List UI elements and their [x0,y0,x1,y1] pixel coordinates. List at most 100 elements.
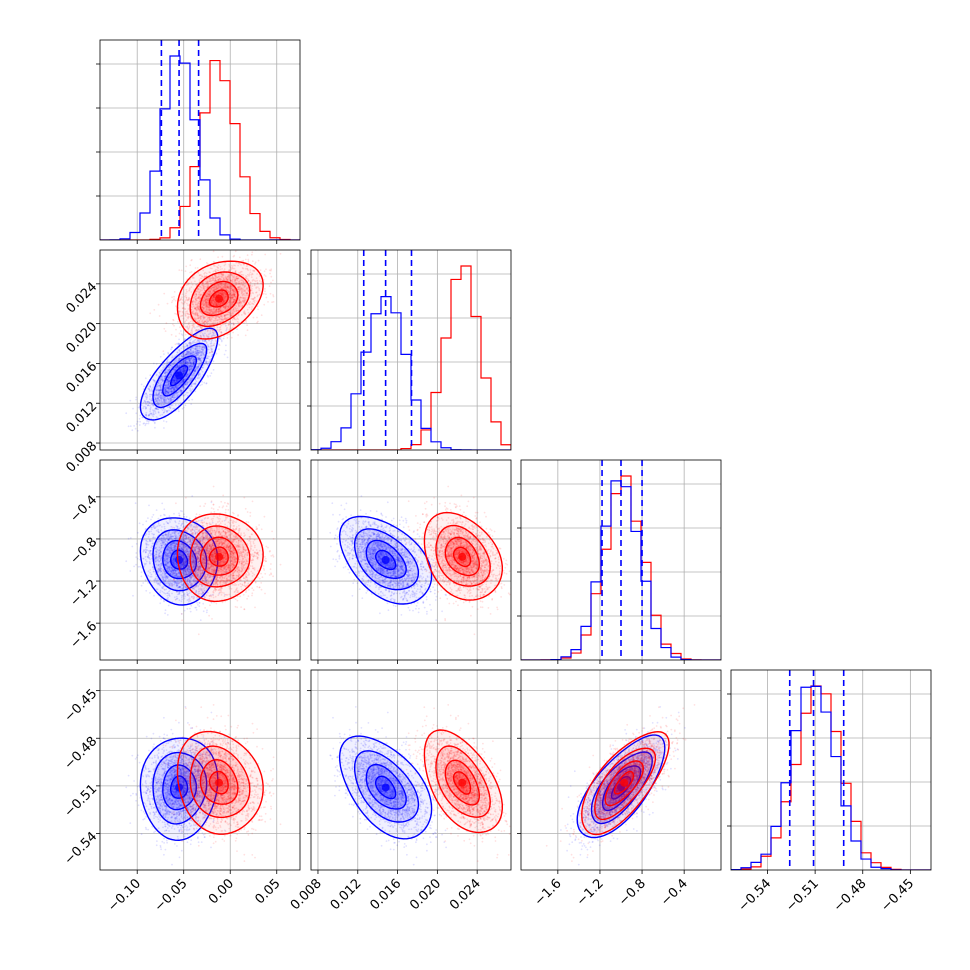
scatter-point [197,352,199,354]
scatter-point [199,317,202,320]
scatter-point [148,402,151,404]
scatter-point [182,368,184,371]
scatter-point [158,399,161,402]
scatter-point [170,301,173,304]
scatter-point [166,410,169,412]
scatter-point [196,367,199,369]
scatter-point [211,286,214,289]
scatter-point [198,358,201,361]
scatter-point [173,368,176,370]
scatter-point [211,350,214,353]
scatter-point [166,391,169,393]
scatter-point [203,354,206,357]
scatter-point [183,359,186,362]
scatter-point [150,402,153,404]
scatter-point [166,372,169,375]
scatter-point [171,396,174,398]
scatter-point [197,351,199,354]
scatter-point [192,362,195,365]
scatter-point [171,381,174,384]
scatter-point [181,367,184,370]
scatter-point [198,355,201,358]
scatter-point [183,387,186,390]
scatter-point [265,296,268,299]
scatter-point [172,398,175,400]
scatter-point [186,361,189,364]
scatter-point [231,288,234,291]
scatter-point [189,368,192,370]
scatter-point [196,349,199,352]
scatter-point [194,338,197,341]
scatter-point [184,355,186,358]
scatter-point [160,375,163,378]
scatter-point [154,388,157,391]
scatter-point [193,360,196,363]
scatter-point [165,393,167,395]
scatter-point [174,369,177,372]
scatter-point [154,398,157,400]
scatter-point [146,419,149,422]
scatter-point [182,373,185,375]
scatter-point [248,303,251,306]
scatter-point [257,320,259,323]
scatter-point [197,377,199,380]
scatter-point [161,368,164,371]
scatter-point [201,339,204,341]
scatter-point [201,348,204,351]
scatter-point [210,372,213,375]
scatter-point [186,360,188,363]
scatter-point [212,369,215,371]
scatter-point [172,323,174,326]
scatter-point [179,389,181,391]
scatter-point [157,381,160,384]
scatter-point [180,364,183,367]
scatter-point [158,390,161,392]
scatter-point [168,366,170,368]
scatter-point [182,355,185,358]
scatter-point [155,385,158,388]
scatter-point [166,387,169,390]
scatter-point [173,379,175,381]
scatter-point [184,366,187,368]
scatter-point [166,390,169,393]
scatter-point [183,383,186,386]
scatter-point [232,331,235,334]
scatter-point [165,390,168,393]
scatter-point [196,353,199,355]
scatter-point [234,283,237,285]
scatter-point [178,393,180,396]
scatter-point [199,362,201,364]
scatter-point [225,324,227,327]
scatter-point [203,340,206,342]
scatter-point [218,344,221,346]
scatter-point [221,301,223,304]
scatter-point [190,352,192,355]
scatter-point [163,366,166,368]
scatter-point [170,399,172,402]
scatter-point [162,375,165,377]
scatter-point [144,401,147,404]
scatter-point [181,334,184,337]
scatter-point [187,352,190,355]
scatter-point [153,413,155,416]
scatter-point [175,366,178,369]
scatter-point [145,414,147,417]
scatter-point [164,392,167,395]
scatter-point [193,360,195,363]
scatter-point [164,612,167,615]
scatter-point [171,380,174,382]
scatter-point [127,425,130,428]
scatter-point [185,359,188,362]
scatter-point [189,353,192,355]
scatter-point [226,275,229,278]
scatter-point [165,368,168,371]
scatter-point [159,395,162,397]
scatter-point [184,362,187,364]
scatter-point [167,380,170,382]
scatter-point [192,364,195,367]
scatter-point [185,353,188,356]
scatter-point [198,347,201,350]
scatter-point [189,349,192,352]
scatter-point [161,409,164,412]
